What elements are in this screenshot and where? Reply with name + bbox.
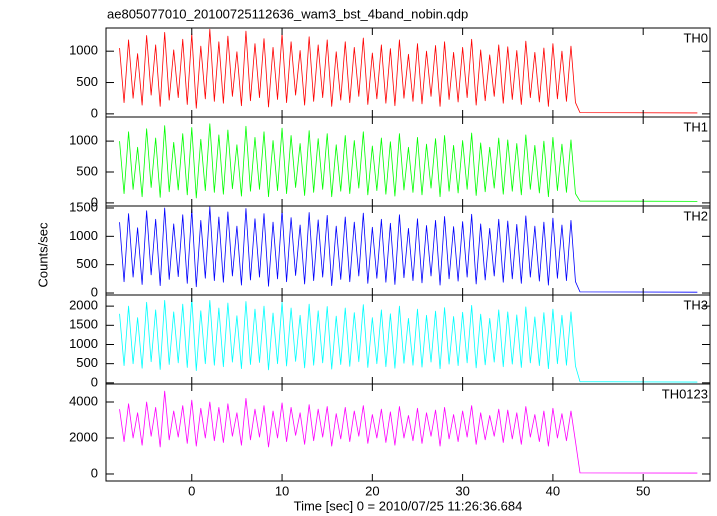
y-tick-label: 0 — [91, 465, 98, 480]
panel-label: TH2 — [683, 208, 708, 223]
panel-label: TH0123 — [662, 386, 708, 401]
series-line — [119, 123, 698, 202]
y-tick-label: 2000 — [69, 298, 98, 313]
panel-label: TH0 — [683, 30, 708, 45]
series-line — [119, 206, 698, 293]
y-tick-label: 500 — [76, 74, 98, 89]
y-tick-label: 500 — [76, 355, 98, 370]
y-tick-label: 0 — [91, 194, 98, 209]
x-tick-label: 40 — [546, 483, 560, 498]
y-tick-label: 2000 — [69, 429, 98, 444]
panel-label: TH3 — [683, 297, 708, 312]
y-tick-label: 0 — [91, 374, 98, 389]
x-tick-label: 20 — [365, 483, 379, 498]
chart-title: ae805077010_20100725112636_wam3_bst_4ban… — [107, 6, 468, 21]
y-tick-label: 1500 — [69, 199, 98, 214]
y-tick-label: 500 — [76, 163, 98, 178]
y-tick-label: 4000 — [69, 393, 98, 408]
y-tick-label: 0 — [91, 284, 98, 299]
series-line — [119, 390, 698, 474]
series-line — [119, 298, 698, 383]
x-tick-label: 50 — [636, 483, 650, 498]
panel-label: TH1 — [683, 119, 708, 134]
x-axis-label: Time [sec] 0 = 2010/07/25 11:26:36.684 — [294, 498, 523, 513]
panel-frame — [105, 383, 711, 482]
y-tick-label: 1000 — [69, 133, 98, 148]
y-tick-label: 500 — [76, 256, 98, 271]
y-tick-label: 1000 — [69, 336, 98, 351]
y-tick-label: 1000 — [69, 43, 98, 58]
x-tick-label: 0 — [188, 483, 195, 498]
y-tick-label: 0 — [91, 105, 98, 120]
y-axis-label: Counts/sec — [35, 222, 50, 288]
y-tick-label: 1500 — [69, 317, 98, 332]
series-line — [119, 28, 698, 114]
y-tick-label: 1000 — [69, 228, 98, 243]
x-tick-label: 10 — [275, 483, 289, 498]
x-tick-label: 30 — [455, 483, 469, 498]
